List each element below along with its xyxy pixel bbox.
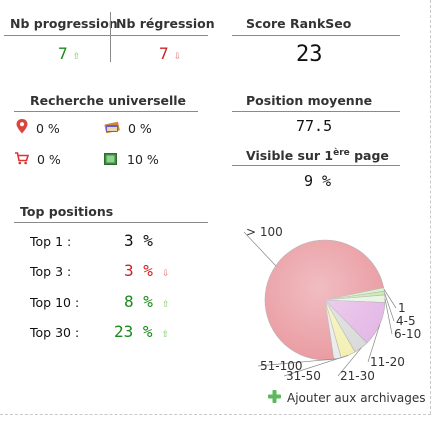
column-divider (110, 12, 111, 62)
regression-value-group: 7 ⇩ (159, 44, 181, 63)
top-30-label: Top 30 : (30, 325, 80, 340)
top-1-label: Top 1 : (30, 234, 72, 249)
shopping-result: 0 % (14, 150, 61, 169)
progression-header: Nb progression (10, 16, 118, 31)
position-header: Position moyenne (246, 93, 373, 108)
image-result: 10 % (104, 150, 159, 169)
top-positions-header: Top positions (20, 204, 114, 219)
pie-label-11-20: 11-20 (370, 355, 405, 369)
map-result: 0 % (16, 119, 60, 138)
visible-underline (232, 165, 400, 166)
pie-label-6-10: 6-10 (394, 327, 421, 341)
pie-label-51-100: 51-100 (260, 359, 303, 373)
arrow-down-icon: ⇩ (162, 269, 170, 279)
score-underline (232, 35, 400, 36)
score-value: 23 (296, 42, 323, 67)
visible-header-prefix: Visible sur 1 (246, 148, 334, 164)
recherche-header: Recherche universelle (30, 93, 187, 108)
pie-label-4-5: 4-5 (396, 314, 416, 328)
pie-label-1: 1 (398, 301, 406, 315)
add-to-archive-label: Ajouter aux archivages (287, 391, 426, 405)
top-10-label: Top 10 : (30, 295, 80, 310)
visible-header: Visible sur 1ère page (246, 148, 389, 163)
image-percentage: 10 % (127, 152, 159, 167)
map-pin-icon (16, 119, 28, 138)
pie-label-31-50: 31-50 (286, 369, 321, 380)
pie-label-21-30: 21-30 (340, 369, 375, 380)
pie-leader-line (257, 358, 338, 367)
progression-value-group: 7 ⇧ (58, 44, 80, 63)
header-underline (4, 35, 208, 36)
pie-leader-line (367, 324, 381, 363)
progression-count: 7 (58, 44, 68, 63)
top-positions-underline (14, 222, 208, 223)
visible-header-suffix: page (349, 148, 389, 164)
map-percentage: 0 % (36, 121, 60, 136)
panel-border-bottom (0, 414, 431, 415)
books-percentage: 0 % (128, 121, 152, 136)
arrow-up-icon: ⇧ (161, 330, 170, 340)
pie-leader-line (283, 354, 349, 377)
image-icon (104, 150, 117, 169)
regression-header: Nb régression (116, 16, 215, 31)
arrow-down-icon: ⇩ (173, 52, 182, 62)
cart-icon (14, 150, 30, 169)
pie-leader-line (383, 289, 397, 309)
top-10-value: 8 % (124, 292, 153, 311)
arrow-up-icon: ⇧ (72, 52, 81, 62)
pie-gloss (265, 240, 385, 360)
visible-header-sup: ère (333, 148, 350, 158)
top-1-value: 3 % (124, 231, 153, 250)
top-3-label: Top 3 : (30, 264, 72, 279)
pie-label-100: > 100 (246, 225, 283, 239)
score-header: Score RankSeo (246, 16, 352, 31)
plus-icon (268, 390, 281, 406)
position-value: 77.5 (296, 117, 333, 135)
top-3-value: 3 % (124, 261, 153, 280)
regression-count: 7 (159, 44, 169, 63)
add-to-archive-button[interactable]: Ajouter aux archivages (268, 390, 425, 406)
position-underline (232, 111, 400, 112)
shopping-percentage: 0 % (37, 152, 61, 167)
panel-border-right (430, 0, 431, 414)
books-result: 0 % (104, 119, 152, 138)
top-1-value-group: 3 % (124, 231, 153, 250)
visible-value: 9 % (304, 172, 332, 190)
top-10-value-group: 8 % ⇧ (124, 292, 170, 311)
top-30-value: 23 % (114, 322, 153, 341)
pie-leader-line (337, 347, 362, 377)
pie-leader-line (243, 231, 276, 266)
books-icon (104, 119, 120, 138)
arrow-up-icon: ⇧ (162, 300, 170, 310)
top-30-value-group: 23 % ⇧ (114, 322, 169, 341)
pie-leader-line (384, 292, 395, 322)
recherche-underline (14, 111, 198, 112)
pie-leader-line (384, 298, 393, 335)
top-3-value-group: 3 % ⇩ (124, 261, 170, 280)
